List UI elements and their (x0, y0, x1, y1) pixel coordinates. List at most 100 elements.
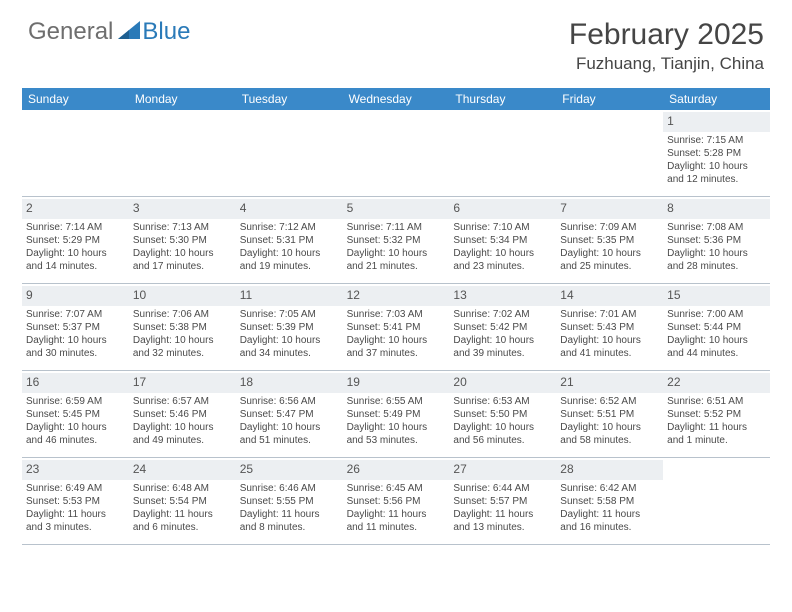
day-number (129, 112, 236, 132)
sunset-text: Sunset: 5:29 PM (26, 234, 125, 247)
sunset-text: Sunset: 5:39 PM (240, 321, 339, 334)
daylight-text: Daylight: 10 hours and 21 minutes. (347, 247, 446, 273)
day-number (343, 112, 450, 132)
daylight-text: Daylight: 10 hours and 23 minutes. (453, 247, 552, 273)
day-number: 11 (236, 286, 343, 306)
weekday-label: Thursday (449, 88, 556, 110)
day-number: 18 (236, 373, 343, 393)
sunset-text: Sunset: 5:28 PM (667, 147, 766, 160)
day-number: 22 (663, 373, 770, 393)
sunset-text: Sunset: 5:53 PM (26, 495, 125, 508)
day-number (236, 112, 343, 132)
sunrise-text: Sunrise: 7:01 AM (560, 308, 659, 321)
day-number: 12 (343, 286, 450, 306)
daylight-text: Daylight: 10 hours and 37 minutes. (347, 334, 446, 360)
day-number: 25 (236, 460, 343, 480)
daylight-text: Daylight: 10 hours and 56 minutes. (453, 421, 552, 447)
sunrise-text: Sunrise: 7:12 AM (240, 221, 339, 234)
sunset-text: Sunset: 5:54 PM (133, 495, 232, 508)
sunset-text: Sunset: 5:43 PM (560, 321, 659, 334)
daylight-text: Daylight: 10 hours and 14 minutes. (26, 247, 125, 273)
sunset-text: Sunset: 5:46 PM (133, 408, 232, 421)
daylight-text: Daylight: 11 hours and 11 minutes. (347, 508, 446, 534)
daylight-text: Daylight: 10 hours and 53 minutes. (347, 421, 446, 447)
weeks-grid: 1Sunrise: 7:15 AMSunset: 5:28 PMDaylight… (22, 110, 770, 545)
sunrise-text: Sunrise: 7:06 AM (133, 308, 232, 321)
weekday-label: Sunday (22, 88, 129, 110)
day-cell: 11 Sunrise: 7:05 AMSunset: 5:39 PMDayligh… (236, 284, 343, 370)
day-number: 19 (343, 373, 450, 393)
weekday-label: Wednesday (343, 88, 450, 110)
day-number: 5 (343, 199, 450, 219)
calendar: Sunday Monday Tuesday Wednesday Thursday… (22, 88, 770, 545)
sunset-text: Sunset: 5:38 PM (133, 321, 232, 334)
daylight-text: Daylight: 10 hours and 58 minutes. (560, 421, 659, 447)
daylight-text: Daylight: 10 hours and 39 minutes. (453, 334, 552, 360)
week-row: 23Sunrise: 6:49 AMSunset: 5:53 PMDayligh… (22, 458, 770, 545)
sunrise-text: Sunrise: 6:48 AM (133, 482, 232, 495)
sunrise-text: Sunrise: 7:08 AM (667, 221, 766, 234)
day-cell: 17Sunrise: 6:57 AMSunset: 5:46 PMDayligh… (129, 371, 236, 457)
weekday-header: Sunday Monday Tuesday Wednesday Thursday… (22, 88, 770, 110)
weekday-label: Saturday (663, 88, 770, 110)
day-number (449, 112, 556, 132)
day-number: 8 (663, 199, 770, 219)
sunrise-text: Sunrise: 6:57 AM (133, 395, 232, 408)
daylight-text: Daylight: 10 hours and 17 minutes. (133, 247, 232, 273)
day-cell: 25Sunrise: 6:46 AMSunset: 5:55 PMDayligh… (236, 458, 343, 544)
page-title: February 2025 (569, 18, 764, 52)
daylight-text: Daylight: 11 hours and 13 minutes. (453, 508, 552, 534)
day-cell: 26Sunrise: 6:45 AMSunset: 5:56 PMDayligh… (343, 458, 450, 544)
day-cell: 1Sunrise: 7:15 AMSunset: 5:28 PMDaylight… (663, 110, 770, 196)
day-number: 17 (129, 373, 236, 393)
day-cell: 9Sunrise: 7:07 AMSunset: 5:37 PMDaylight… (22, 284, 129, 370)
logo-word1: General (28, 18, 113, 46)
day-number: 2 (22, 199, 129, 219)
sunset-text: Sunset: 5:41 PM (347, 321, 446, 334)
sunrise-text: Sunrise: 7:15 AM (667, 134, 766, 147)
week-row: 1Sunrise: 7:15 AMSunset: 5:28 PMDaylight… (22, 110, 770, 197)
daylight-text: Daylight: 10 hours and 28 minutes. (667, 247, 766, 273)
sunrise-text: Sunrise: 7:05 AM (240, 308, 339, 321)
sunset-text: Sunset: 5:36 PM (667, 234, 766, 247)
day-number: 9 (22, 286, 129, 306)
daylight-text: Daylight: 10 hours and 32 minutes. (133, 334, 232, 360)
day-number: 3 (129, 199, 236, 219)
sunrise-text: Sunrise: 6:55 AM (347, 395, 446, 408)
day-cell: 6Sunrise: 7:10 AMSunset: 5:34 PMDaylight… (449, 197, 556, 283)
day-cell: 2Sunrise: 7:14 AMSunset: 5:29 PMDaylight… (22, 197, 129, 283)
day-cell: 28Sunrise: 6:42 AMSunset: 5:58 PMDayligh… (556, 458, 663, 544)
week-row: 16Sunrise: 6:59 AMSunset: 5:45 PMDayligh… (22, 371, 770, 458)
week-row: 9Sunrise: 7:07 AMSunset: 5:37 PMDaylight… (22, 284, 770, 371)
daylight-text: Daylight: 10 hours and 44 minutes. (667, 334, 766, 360)
sunset-text: Sunset: 5:42 PM (453, 321, 552, 334)
daylight-text: Daylight: 10 hours and 34 minutes. (240, 334, 339, 360)
sunrise-text: Sunrise: 6:51 AM (667, 395, 766, 408)
sunset-text: Sunset: 5:32 PM (347, 234, 446, 247)
day-number: 16 (22, 373, 129, 393)
daylight-text: Daylight: 10 hours and 30 minutes. (26, 334, 125, 360)
daylight-text: Daylight: 10 hours and 51 minutes. (240, 421, 339, 447)
day-number: 27 (449, 460, 556, 480)
sunrise-text: Sunrise: 7:09 AM (560, 221, 659, 234)
day-cell: 5 Sunrise: 7:11 AMSunset: 5:32 PMDaylight… (343, 197, 450, 283)
sunset-text: Sunset: 5:55 PM (240, 495, 339, 508)
weekday-label: Tuesday (236, 88, 343, 110)
daylight-text: Daylight: 10 hours and 12 minutes. (667, 160, 766, 186)
sunset-text: Sunset: 5:35 PM (560, 234, 659, 247)
sunset-text: Sunset: 5:50 PM (453, 408, 552, 421)
sunrise-text: Sunrise: 6:46 AM (240, 482, 339, 495)
daylight-text: Daylight: 10 hours and 46 minutes. (26, 421, 125, 447)
day-number (663, 460, 770, 480)
day-number: 26 (343, 460, 450, 480)
title-block: February 2025 Fuzhuang, Tianjin, China (569, 18, 764, 74)
sunset-text: Sunset: 5:30 PM (133, 234, 232, 247)
daylight-text: Daylight: 11 hours and 3 minutes. (26, 508, 125, 534)
sunset-text: Sunset: 5:58 PM (560, 495, 659, 508)
sunset-text: Sunset: 5:52 PM (667, 408, 766, 421)
sunrise-text: Sunrise: 7:11 AM (347, 221, 446, 234)
daylight-text: Daylight: 11 hours and 1 minute. (667, 421, 766, 447)
day-cell: 3Sunrise: 7:13 AMSunset: 5:30 PMDaylight… (129, 197, 236, 283)
daylight-text: Daylight: 10 hours and 25 minutes. (560, 247, 659, 273)
daylight-text: Daylight: 10 hours and 19 minutes. (240, 247, 339, 273)
